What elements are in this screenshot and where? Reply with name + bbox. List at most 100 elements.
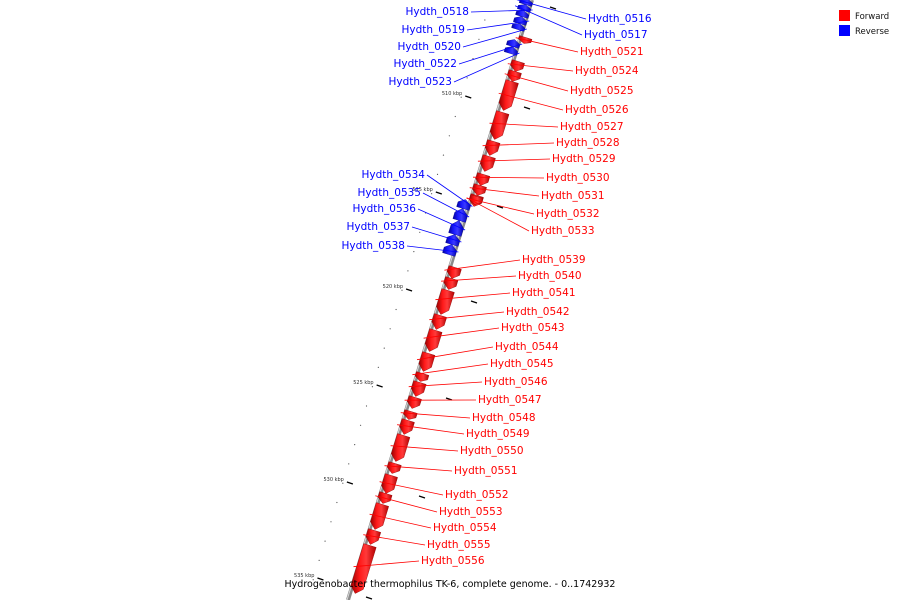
gene-glyph-hydth-0529[interactable]: Hydth_0529: [480, 154, 496, 172]
gene-label-hydth-0528[interactable]: Hydth_0528: [556, 137, 620, 149]
gene-label-hydth-0545[interactable]: Hydth_0545: [490, 358, 554, 370]
gene-label-hydth-0516[interactable]: Hydth_0516: [588, 13, 652, 25]
leader-line-hydth-0524: [507, 63, 574, 72]
gene-label-hydth-0530[interactable]: Hydth_0530: [546, 172, 610, 184]
leader-line-hydth-0550: [390, 445, 459, 452]
gene-label-hydth-0523[interactable]: Hydth_0523: [388, 76, 452, 88]
gene-label-hydth-0553[interactable]: Hydth_0553: [439, 506, 503, 518]
gene-label-hydth-0548[interactable]: Hydth_0548: [472, 412, 536, 424]
gene-label-hydth-0544[interactable]: Hydth_0544: [495, 341, 559, 353]
gene-glyph-hydth-0544[interactable]: Hydth_0544: [418, 351, 436, 372]
gene-label-hydth-0555[interactable]: Hydth_0555: [427, 539, 491, 551]
gene-label-hydth-0549[interactable]: Hydth_0549: [466, 428, 530, 440]
gene-label-hydth-0525[interactable]: Hydth_0525: [570, 85, 634, 97]
gene-label-hydth-0524[interactable]: Hydth_0524: [575, 65, 639, 77]
gene-glyph-hydth-0546[interactable]: Hydth_0546: [411, 380, 427, 397]
gene-glyph-hydth-0547[interactable]: Hydth_0547: [407, 395, 422, 409]
major-tick: [346, 481, 354, 485]
major-tick: [317, 577, 324, 581]
gene-glyph-hydth-0548[interactable]: Hydth_0548: [403, 409, 418, 420]
gene-label-hydth-0526[interactable]: Hydth_0526: [565, 104, 629, 116]
gene-glyph-hydth-0542[interactable]: Hydth_0542: [431, 313, 447, 330]
gene-glyph-hydth-0531[interactable]: Hydth_0531: [472, 183, 487, 196]
gene-label-hydth-0543[interactable]: Hydth_0543: [501, 322, 565, 334]
gene-label-hydth-0542[interactable]: Hydth_0542: [506, 306, 570, 318]
minor-tick: [448, 135, 450, 137]
minor-tick: [442, 154, 445, 156]
gene-glyph-hydth-0539[interactable]: Hydth_0539: [446, 265, 462, 279]
leader-line-hydth-0536: [417, 208, 466, 231]
gene-label-hydth-0519[interactable]: Hydth_0519: [401, 24, 465, 36]
leader-line-hydth-0553: [375, 495, 438, 513]
leader-line-hydth-0545: [412, 363, 489, 376]
leader-line-hydth-0518: [470, 9, 533, 13]
minor-tick: [389, 328, 391, 330]
minor-tick: [470, 300, 478, 304]
gene-label-hydth-0534[interactable]: Hydth_0534: [361, 169, 425, 181]
gene-label-hydth-0537[interactable]: Hydth_0537: [346, 221, 410, 233]
gene-label-hydth-0536[interactable]: Hydth_0536: [352, 203, 416, 215]
gene-label-hydth-0551[interactable]: Hydth_0551: [454, 465, 518, 477]
minor-tick: [436, 173, 439, 175]
gene-label-hydth-0539[interactable]: Hydth_0539: [522, 254, 586, 266]
tick-label: 520 kbp: [383, 284, 403, 290]
gene-label-hydth-0529[interactable]: Hydth_0529: [552, 153, 616, 165]
minor-tick: [348, 463, 350, 465]
gene-glyph-hydth-0550[interactable]: Hydth_0550: [391, 433, 411, 462]
leader-line-hydth-0546: [408, 381, 483, 388]
gene-label-hydth-0518[interactable]: Hydth_0518: [405, 6, 469, 18]
ruler-ticks: 510 kbp 515 kbp 520 kbp 525 kbp 530 kbp 535 k…: [294, 6, 557, 600]
gene-glyph-hydth-0543[interactable]: Hydth_0543: [424, 328, 443, 352]
gene-label-hydth-0547[interactable]: Hydth_0547: [478, 394, 542, 406]
gene-glyph-hydth-0551[interactable]: Hydth_0551: [386, 461, 402, 474]
gene-label-hydth-0533[interactable]: Hydth_0533: [531, 225, 595, 237]
leader-line-hydth-0532: [466, 197, 535, 215]
leader-line-hydth-0537: [411, 226, 462, 243]
gene-glyph-hydth-0520[interactable]: Hydth_0520: [511, 23, 526, 32]
gene-label-hydth-0556[interactable]: Hydth_0556: [421, 555, 485, 567]
minor-tick: [413, 251, 415, 253]
gene-glyph-hydth-0528[interactable]: Hydth_0528: [484, 139, 501, 156]
gene-glyph-hydth-0527[interactable]: Hydth_0527: [489, 110, 510, 140]
minor-tick: [359, 424, 362, 426]
gene-glyph-hydth-0556[interactable]: Hydth_0556: [350, 543, 377, 594]
tick-label: 525 kbp: [353, 380, 373, 386]
leader-line-hydth-0549: [397, 424, 465, 435]
gene-label-hydth-0554[interactable]: Hydth_0554: [433, 522, 497, 534]
leader-line-hydth-0535: [422, 192, 470, 218]
gene-label-hydth-0517[interactable]: Hydth_0517: [584, 29, 648, 41]
gene-glyph-hydth-0524[interactable]: Hydth_0524: [510, 59, 525, 72]
gene-glyph-hydth-0530[interactable]: Hydth_0530: [475, 172, 491, 186]
gene-label-hydth-0527[interactable]: Hydth_0527: [560, 121, 624, 133]
gene-label-hydth-0541[interactable]: Hydth_0541: [512, 287, 576, 299]
minor-tick: [383, 347, 385, 349]
major-tick: [376, 384, 383, 388]
gene-glyph-hydth-0540[interactable]: Hydth_0540: [443, 276, 459, 290]
leader-line-hydth-0519: [466, 20, 530, 31]
gene-label-hydth-0521[interactable]: Hydth_0521: [580, 46, 644, 58]
gene-glyph-hydth-0541[interactable]: Hydth_0541: [436, 288, 455, 315]
leader-line-hydth-0552: [379, 481, 444, 496]
gene-label-hydth-0540[interactable]: Hydth_0540: [518, 270, 582, 282]
leader-line-hydth-0542: [429, 311, 505, 321]
leader-line-hydth-0551: [384, 465, 453, 472]
gene-label-hydth-0546[interactable]: Hydth_0546: [484, 376, 548, 388]
legend-label-reverse: Reverse: [855, 27, 889, 37]
gene-label-hydth-0520[interactable]: Hydth_0520: [397, 41, 461, 53]
gene-glyph-hydth-0538[interactable]: Hydth_0538: [442, 244, 457, 257]
gene-label-hydth-0522[interactable]: Hydth_0522: [393, 58, 457, 70]
gene-label-hydth-0538[interactable]: Hydth_0538: [341, 240, 405, 252]
gene-label-hydth-0552[interactable]: Hydth_0552: [445, 489, 509, 501]
minor-tick: [472, 58, 474, 60]
minor-tick: [496, 205, 504, 209]
minor-tick: [549, 6, 557, 10]
gene-glyph-hydth-0535[interactable]: Hydth_0535: [452, 208, 468, 223]
gene-glyph-hydth-0549[interactable]: Hydth_0549: [399, 418, 415, 435]
gene-label-hydth-0532[interactable]: Hydth_0532: [536, 208, 600, 220]
minor-tick: [460, 96, 462, 98]
legend-swatch-reverse: [839, 25, 850, 36]
gene-label-hydth-0531[interactable]: Hydth_0531: [541, 190, 605, 202]
gene-glyph-hydth-0526[interactable]: Hydth_0526: [498, 79, 519, 111]
gene-label-hydth-0535[interactable]: Hydth_0535: [357, 187, 421, 199]
gene-label-hydth-0550[interactable]: Hydth_0550: [460, 445, 524, 457]
